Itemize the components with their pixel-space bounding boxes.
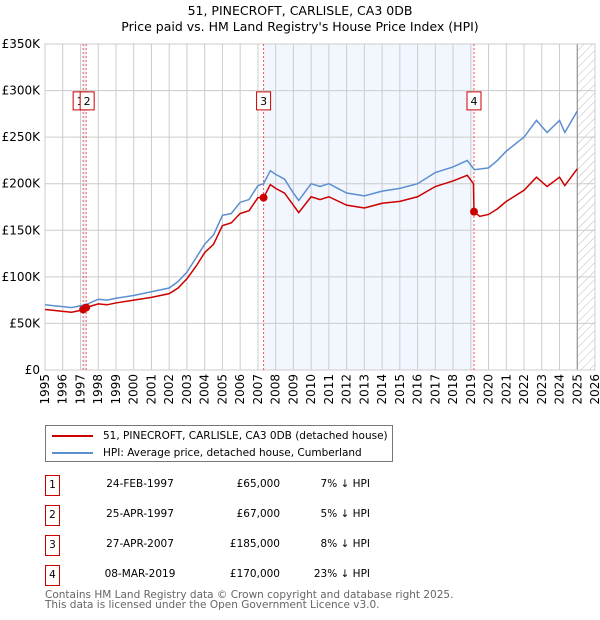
sale-marker-box (79, 91, 95, 111)
x-tick-label: 2026 (588, 374, 600, 405)
y-tick-label: £50K (9, 316, 41, 330)
hpi-difference: 7% ↓ HPI (320, 478, 370, 490)
y-tick-label: £0 (25, 363, 40, 377)
x-tick-label: 2002 (162, 374, 176, 405)
sale-price: £67,000 (236, 508, 280, 520)
table-row: 4 08-MAR-2019 £170,000 23% ↓ HPI (45, 565, 445, 587)
x-tick-label: 2007 (251, 374, 265, 405)
x-tick-label: 2025 (570, 374, 584, 405)
x-tick-label: 2023 (535, 374, 549, 405)
x-tick-label: 2008 (269, 374, 283, 405)
x-tick-label: 2014 (375, 374, 389, 405)
x-tick-label: 2020 (482, 374, 496, 405)
x-tick-label: 2004 (198, 374, 212, 405)
legend: 51, PINECROFT, CARLISLE, CA3 0DB (detach… (45, 425, 393, 462)
y-tick-label: £100K (2, 270, 42, 284)
x-tick-label: 1996 (56, 374, 70, 405)
x-tick-label: 2022 (517, 374, 531, 405)
x-tick-label: 2021 (499, 374, 513, 405)
x-tick-label: 1997 (73, 374, 87, 405)
x-tick-label: 2003 (180, 374, 194, 405)
sale-date: 27-APR-2007 (106, 538, 174, 550)
table-row: 2 25-APR-1997 £67,000 5% ↓ HPI (45, 505, 445, 527)
y-tick-label: £200K (2, 177, 42, 191)
sale-point (259, 193, 268, 202)
x-tick-label: 1999 (109, 374, 123, 405)
legend-item-hpi: HPI: Average price, detached house, Cumb… (46, 445, 362, 461)
x-tick-label: 2000 (127, 374, 141, 405)
sale-date: 25-APR-1997 (106, 508, 174, 520)
sale-date: 08-MAR-2019 (104, 568, 176, 580)
sale-marker-box (466, 91, 482, 111)
x-tick-label: 2012 (340, 374, 354, 405)
chart-title: 51, PINECROFT, CARLISLE, CA3 0DB (187, 3, 413, 18)
sale-price: £170,000 (229, 568, 280, 580)
x-tick-label: 1995 (38, 374, 52, 405)
sale-marker-number: 4 (471, 95, 478, 108)
x-tick-label: 2010 (304, 374, 318, 405)
red-line-swatch (52, 435, 93, 437)
hpi-difference: 23% ↓ HPI (313, 568, 370, 580)
footer-licence: This data is licensed under the Open Gov… (45, 599, 380, 611)
sale-number-badge: 2 (45, 505, 60, 526)
blue-line-swatch (52, 452, 93, 454)
sale-price: £65,000 (236, 478, 280, 490)
sale-marker-number: 3 (260, 95, 267, 108)
hpi-line (44, 110, 578, 309)
x-tick-label: 2017 (428, 374, 442, 405)
sale-price: £185,000 (229, 538, 280, 550)
x-tick-label: 2006 (233, 374, 247, 405)
legend-label: HPI: Average price, detached house, Cumb… (103, 447, 362, 459)
sale-number-badge: 3 (45, 535, 60, 556)
ownership-shading (83, 44, 87, 370)
x-tick-label: 2009 (286, 374, 300, 405)
chart-subtitle: Price paid vs. HM Land Registry's House … (121, 19, 479, 34)
property-price-line (44, 168, 578, 314)
table-row: 1 24-FEB-1997 £65,000 7% ↓ HPI (45, 475, 445, 497)
y-tick-label: £150K (2, 223, 42, 237)
sale-point (82, 303, 91, 312)
plot-frame (44, 43, 596, 371)
y-tick-label: £300K (2, 84, 42, 98)
sale-number-badge: 4 (45, 565, 60, 586)
x-tick-label: 2018 (446, 374, 460, 405)
sale-number-badge: 1 (45, 475, 60, 496)
legend-item-property: 51, PINECROFT, CARLISLE, CA3 0DB (detach… (46, 428, 388, 444)
x-tick-label: 1998 (91, 374, 105, 405)
x-tick-label: 2024 (553, 374, 567, 405)
future-hatch-area (577, 44, 595, 370)
x-tick-label: 2011 (322, 374, 336, 405)
x-tick-label: 2005 (215, 374, 229, 405)
x-tick-label: 2013 (357, 374, 371, 405)
y-tick-label: £250K (2, 130, 42, 144)
x-tick-label: 2001 (144, 374, 158, 405)
footer-copyright: Contains HM Land Registry data © Crown c… (45, 589, 454, 601)
legend-label: 51, PINECROFT, CARLISLE, CA3 0DB (detach… (103, 430, 388, 442)
x-tick-label: 2016 (411, 374, 425, 405)
table-row: 3 27-APR-2007 £185,000 8% ↓ HPI (45, 535, 445, 557)
sale-point (470, 207, 478, 216)
x-tick-label: 2015 (393, 374, 407, 405)
sale-date: 24-FEB-1997 (106, 478, 174, 490)
y-tick-label: £350K (2, 37, 42, 51)
hpi-difference: 8% ↓ HPI (320, 538, 370, 550)
price-chart: £0 £50K £100K £150K £200K £250K £300K £350K 1995… (2, 37, 600, 405)
hpi-difference: 5% ↓ HPI (320, 508, 370, 520)
x-tick-label: 2019 (464, 374, 478, 405)
sale-marker-number: 2 (84, 95, 91, 108)
sale-marker-box (256, 91, 272, 111)
